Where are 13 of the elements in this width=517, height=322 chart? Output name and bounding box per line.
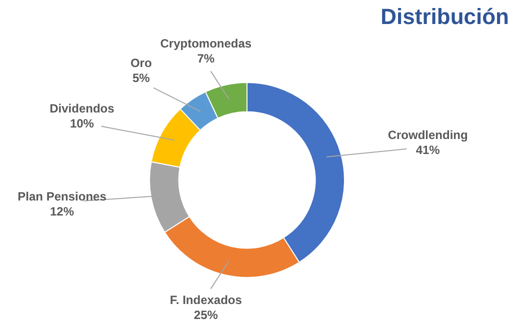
slice-label: Oro (130, 56, 152, 70)
data-label: 10% (70, 116, 94, 130)
slice-label: Cryptomonedas (160, 36, 252, 50)
slice-label: Crowdlending (388, 128, 468, 142)
data-label: 12% (50, 204, 74, 218)
data-label: 25% (194, 308, 218, 322)
data-label: 5% (132, 71, 150, 86)
slice-label: Dividendos (50, 101, 115, 116)
data-label: 7% (197, 51, 215, 66)
chart-title: Distribución (380, 4, 509, 30)
slice-label: Plan Pensiones (18, 189, 107, 204)
slice-label: F. Indexados (170, 293, 242, 308)
data-label: 41% (416, 143, 440, 158)
